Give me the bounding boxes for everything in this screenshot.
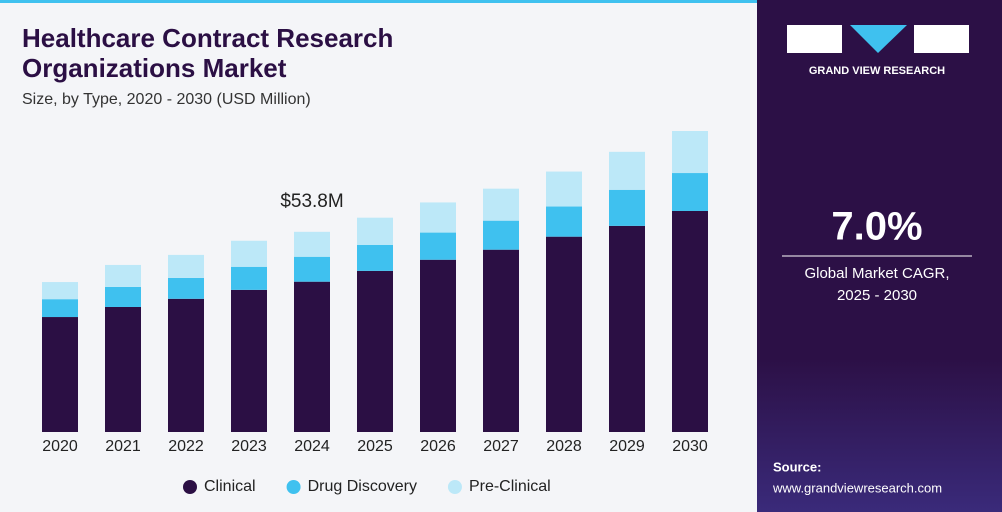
x-tick-label: 2030 xyxy=(672,438,708,455)
cagr-label: 2025 - 2030 xyxy=(837,287,917,304)
bar-segment xyxy=(168,298,204,432)
logo xyxy=(787,25,969,53)
bar-segment xyxy=(357,244,393,271)
bar-segment xyxy=(483,188,519,221)
x-tick-label: 2029 xyxy=(609,438,645,455)
x-tick-label: 2025 xyxy=(357,438,393,455)
bar-segment xyxy=(105,264,141,287)
cagr-label: Global Market CAGR, xyxy=(804,265,949,282)
bar-segment xyxy=(420,202,456,233)
x-tick-label: 2027 xyxy=(483,438,519,455)
bar-segment xyxy=(42,299,78,318)
bar-segment xyxy=(294,231,330,257)
chart-title: Organizations Market xyxy=(22,53,287,83)
bar-segment xyxy=(231,289,267,432)
bar-segment xyxy=(294,256,330,282)
value-label: $53.8M xyxy=(280,191,343,212)
bar-segment xyxy=(672,131,708,174)
bar-segment xyxy=(105,286,141,307)
bar-segment xyxy=(105,306,141,432)
x-tick-label: 2028 xyxy=(546,438,582,455)
x-tick-label: 2026 xyxy=(420,438,456,455)
source-url: www.grandviewresearch.com xyxy=(772,480,942,495)
bar-segment xyxy=(672,210,708,432)
bar-segment xyxy=(294,281,330,432)
source-label: Source: xyxy=(773,459,821,474)
legend-swatch xyxy=(183,480,197,494)
bar-segment xyxy=(42,317,78,432)
bar-segment xyxy=(483,249,519,432)
x-tick-label: 2021 xyxy=(105,438,141,455)
bar-segment xyxy=(672,173,708,211)
bar-segment xyxy=(609,189,645,226)
bar-segment xyxy=(357,217,393,245)
x-tick-label: 2023 xyxy=(231,438,267,455)
bar-segment xyxy=(231,240,267,267)
bar-segment xyxy=(231,266,267,290)
chart-subtitle: Size, by Type, 2020 - 2030 (USD Million) xyxy=(22,91,311,108)
bar-segment xyxy=(42,282,78,300)
bar-segment xyxy=(546,171,582,207)
chart-title: Healthcare Contract Research xyxy=(22,23,393,53)
legend-label: Clinical xyxy=(204,478,256,495)
legend-swatch xyxy=(447,480,462,494)
legend-swatch xyxy=(286,480,301,494)
brand: GRAND VIEW RESEARCH xyxy=(809,65,945,77)
legend-label: Drug Discovery xyxy=(308,478,417,495)
bar-segment xyxy=(168,254,204,278)
x-tick-label: 2022 xyxy=(168,438,204,455)
cagr-value: 7.0% xyxy=(831,205,922,249)
bar-segment xyxy=(546,236,582,432)
bar-segment xyxy=(609,151,645,190)
bar-segment xyxy=(357,270,393,432)
x-tick-label: 2024 xyxy=(294,438,330,455)
bar-segment xyxy=(420,259,456,432)
bar-segment xyxy=(420,232,456,260)
bar-segment xyxy=(546,206,582,237)
x-tick-label: 2020 xyxy=(42,438,78,455)
top-rule xyxy=(0,0,757,3)
bar-segment xyxy=(168,277,204,299)
legend-label: Pre-Clinical xyxy=(469,478,551,495)
bar-segment xyxy=(609,225,645,432)
bar-segment xyxy=(483,220,519,250)
